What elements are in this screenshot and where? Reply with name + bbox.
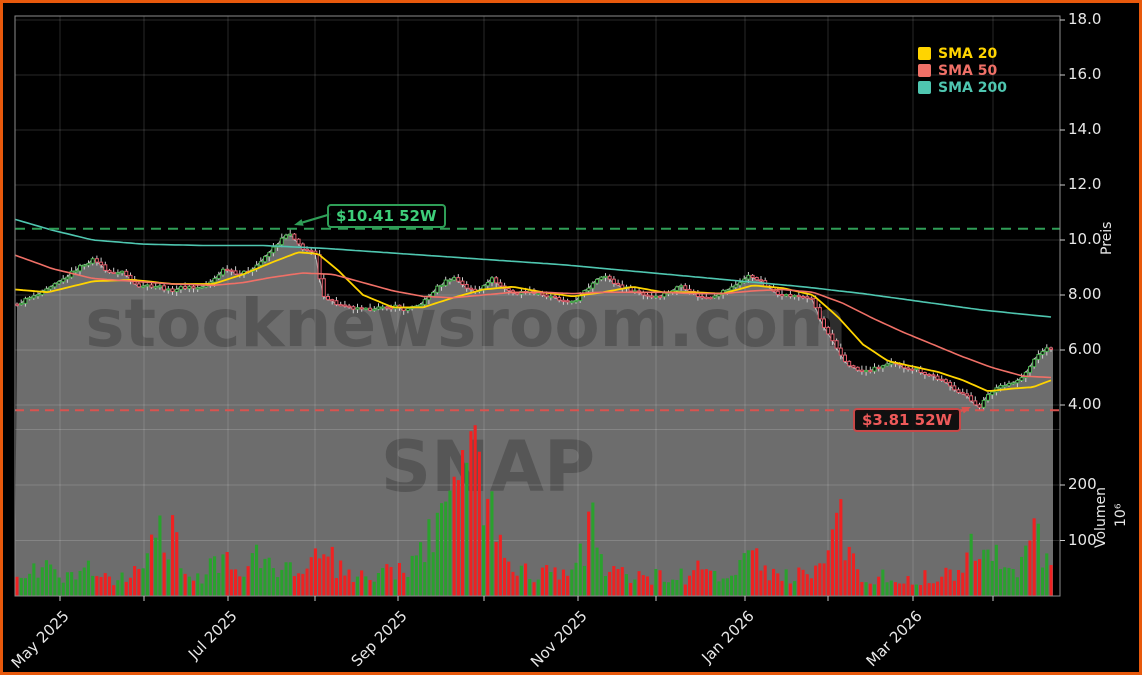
sma200-swatch-icon [918,81,931,94]
price-tick-label: 14.0 [1068,120,1102,138]
price-tick-label: 8.00 [1068,285,1102,303]
high-52w-annotation: $10.41 52W [327,204,446,228]
volume-axis-multiplier: 10⁶ [1113,503,1129,527]
volume-tick-label: 200 [1068,475,1097,493]
price-tick-label: 16.0 [1068,65,1102,83]
legend-item-sma200: SMA 200 [918,79,1007,96]
site-watermark: stocknewsroom.com [85,285,847,362]
sma20-swatch-icon [918,47,931,60]
price-tick-label: 12.0 [1068,175,1102,193]
chart-canvas: stocknewsroom.com SNAP [14,15,1065,601]
volume-tick-label: 100 [1068,531,1097,549]
legend-item-sma50: SMA 50 [918,62,1007,79]
low-52w-annotation: $3.81 52W [853,408,962,432]
price-tick-label: 6.00 [1068,340,1102,358]
price-tick-label: 18.0 [1068,10,1102,28]
price-tick-label: 4.00 [1068,395,1102,413]
legend-label-sma20: SMA 20 [938,45,998,62]
legend-item-sma20: SMA 20 [918,45,1007,62]
legend-label-sma50: SMA 50 [938,62,998,79]
symbol-watermark: SNAP [381,426,595,508]
price-tick-label: 10.0 [1068,230,1102,248]
legend: SMA 20 SMA 50 SMA 200 [918,45,1007,96]
sma50-swatch-icon [918,64,931,77]
legend-label-sma200: SMA 200 [938,79,1007,96]
